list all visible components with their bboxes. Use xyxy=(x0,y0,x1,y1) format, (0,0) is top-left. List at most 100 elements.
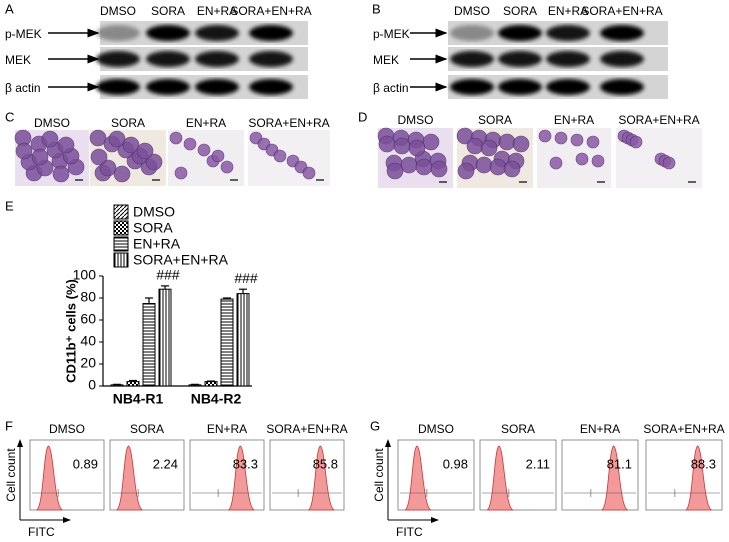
cell xyxy=(538,129,552,143)
blot-band xyxy=(249,51,293,67)
blot-band xyxy=(600,79,644,95)
cell xyxy=(549,156,563,170)
micrograph-label: DMSO xyxy=(398,113,434,127)
cell xyxy=(408,139,426,157)
cell xyxy=(99,159,117,177)
flow-label: DMSO xyxy=(418,422,454,436)
annotation: ### xyxy=(234,270,258,286)
bar xyxy=(204,381,218,387)
lane-label: DMSO xyxy=(100,4,136,18)
cell xyxy=(122,136,140,154)
blot-band xyxy=(96,51,140,67)
y-axis-label: Cell count xyxy=(372,448,386,502)
row-label: β actin xyxy=(373,81,409,95)
cell xyxy=(575,152,589,166)
cell xyxy=(415,158,433,176)
panel-label: B xyxy=(372,1,381,16)
cell xyxy=(400,156,418,174)
legend-swatch xyxy=(113,220,129,236)
percentage: 0.89 xyxy=(73,456,98,471)
cell xyxy=(89,129,107,147)
cell xyxy=(466,137,484,155)
cell xyxy=(489,158,507,176)
cell xyxy=(629,135,643,149)
cell xyxy=(136,142,154,160)
lane-label: SORA xyxy=(151,4,185,18)
micrograph-label: SORA xyxy=(478,113,512,127)
x-axis-label: FITC xyxy=(396,525,423,539)
blot-band xyxy=(96,25,140,41)
y-tick-label: 0 xyxy=(88,377,96,393)
blot-band xyxy=(600,51,644,67)
cell xyxy=(220,160,234,174)
cell xyxy=(31,148,49,166)
cell xyxy=(662,156,676,170)
cell xyxy=(475,156,493,174)
cell xyxy=(570,133,584,147)
y-tick-label: 80 xyxy=(80,289,96,305)
cell xyxy=(108,130,126,148)
percentage: 85.8 xyxy=(313,456,338,471)
flow-label: SORA xyxy=(501,422,535,436)
blot-band xyxy=(450,79,494,95)
histogram xyxy=(228,445,255,511)
bar xyxy=(126,381,140,387)
flow-label: SORA xyxy=(130,422,164,436)
histogram xyxy=(486,445,514,511)
histogram xyxy=(601,445,628,511)
blot-band xyxy=(249,25,293,41)
histogram xyxy=(308,445,335,511)
cell xyxy=(41,130,59,148)
cell xyxy=(145,153,163,171)
micrograph-label: EN+RA xyxy=(554,113,594,127)
cell xyxy=(378,135,396,153)
blot-band xyxy=(546,79,590,95)
flow-plot xyxy=(645,439,723,511)
panel-label: F xyxy=(5,418,13,433)
lane-label: SORA+EN+RA xyxy=(581,4,662,18)
blot-band xyxy=(146,51,190,67)
legend-swatch xyxy=(113,236,129,252)
blot-band xyxy=(195,79,239,95)
cell xyxy=(554,131,568,145)
flow-label: SORA+EN+RA xyxy=(266,422,347,436)
legend-swatch xyxy=(113,252,129,268)
row-label: β actin xyxy=(5,81,41,95)
blot-band xyxy=(498,79,542,95)
percentage: 2.24 xyxy=(153,456,178,471)
percentage: 83.3 xyxy=(233,456,258,471)
bar xyxy=(142,303,156,387)
bar xyxy=(188,384,202,387)
cell xyxy=(52,165,70,183)
blot-band xyxy=(450,51,494,67)
cell xyxy=(393,137,411,155)
percentage: 81.1 xyxy=(607,456,632,471)
row-label: p-MEK xyxy=(5,27,42,41)
cell xyxy=(90,148,108,166)
blot-band xyxy=(450,25,494,41)
percentage: 88.3 xyxy=(691,456,716,471)
panel-label: E xyxy=(5,198,14,213)
cell xyxy=(273,149,287,163)
cell xyxy=(15,142,33,160)
legend-label: EN+RA xyxy=(133,236,181,252)
cell xyxy=(386,162,404,180)
micrograph-label: DMSO xyxy=(34,116,70,130)
y-tick-label: 20 xyxy=(80,355,96,371)
cell xyxy=(211,149,225,163)
cell xyxy=(302,166,316,180)
y-axis-label: CD11b⁺ cells (%) xyxy=(63,279,78,383)
blot-band xyxy=(600,25,644,41)
cell xyxy=(174,166,188,180)
percentage: 0.98 xyxy=(443,456,468,471)
row-label: MEK xyxy=(373,53,399,67)
cell xyxy=(498,133,516,151)
legend-label: DMSO xyxy=(133,204,175,220)
flow-label: DMSO xyxy=(49,422,85,436)
cell xyxy=(57,136,75,154)
y-tick-label: 40 xyxy=(80,333,96,349)
flow-label: SORA+EN+RA xyxy=(643,422,724,436)
flow-label: EN+RA xyxy=(207,422,247,436)
legend-label: SORA+EN+RA xyxy=(133,252,229,268)
